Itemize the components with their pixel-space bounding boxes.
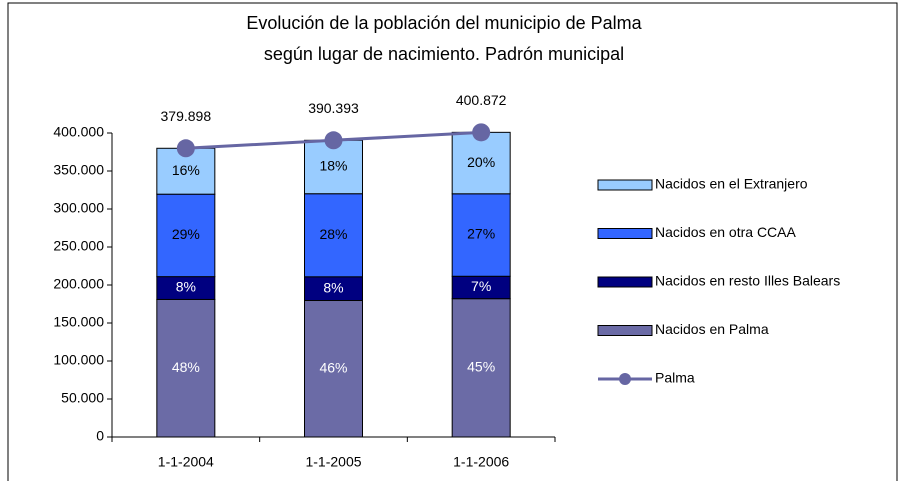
data-label: 45% <box>467 359 495 375</box>
x-tick-label: 1-1-2006 <box>453 454 509 470</box>
y-tick-label: 300.000 <box>53 200 104 216</box>
legend-swatch <box>597 325 653 336</box>
y-tick-label: 150.000 <box>53 314 104 330</box>
legend-marker <box>619 373 631 385</box>
legend-label: Nacidos en Palma <box>655 321 769 337</box>
legend-swatch <box>597 276 653 288</box>
legend-label: Nacidos en otra CCAA <box>655 224 797 240</box>
y-tick-label: 250.000 <box>53 238 104 254</box>
legend-label: Nacidos en resto Illes Balears <box>655 273 840 289</box>
chart-title: Evolución de la población del municipio … <box>246 13 642 33</box>
data-label: 390.393 <box>308 100 359 116</box>
y-tick-label: 0 <box>96 428 104 444</box>
data-label: 28% <box>319 226 347 242</box>
bar-segment <box>156 193 216 278</box>
line-marker <box>176 139 195 158</box>
chart-border <box>7 2 898 481</box>
data-label: 8% <box>176 279 196 295</box>
data-label: 16% <box>172 162 200 178</box>
x-tick-label: 1-1-2004 <box>158 454 214 470</box>
line-marker <box>472 123 491 142</box>
data-label: 46% <box>319 359 347 375</box>
legend-label: Nacidos en el Extranjero <box>655 176 808 192</box>
data-label: 29% <box>172 226 200 242</box>
legend-swatch <box>597 179 653 191</box>
data-label: 7% <box>471 278 491 294</box>
legend-label: Palma <box>655 370 695 386</box>
bar-segment <box>156 298 216 438</box>
data-label: 400.872 <box>456 92 507 108</box>
data-label: 48% <box>172 359 200 375</box>
y-tick-label: 50.000 <box>61 390 104 406</box>
line-marker <box>324 131 343 150</box>
x-tick-label: 1-1-2005 <box>305 454 361 470</box>
bar-segment <box>451 131 511 195</box>
y-tick-label: 400.000 <box>53 124 104 140</box>
data-label: 18% <box>319 158 347 174</box>
y-tick-label: 100.000 <box>53 352 104 368</box>
data-label: 27% <box>467 226 495 242</box>
bar-segment <box>304 193 363 278</box>
bar-segment <box>304 300 363 438</box>
data-label: 20% <box>467 154 495 170</box>
y-tick-label: 350.000 <box>53 162 104 178</box>
data-label: 379.898 <box>161 108 212 124</box>
bar-segment <box>451 193 511 277</box>
y-tick-label: 200.000 <box>53 276 104 292</box>
legend-swatch <box>597 228 653 239</box>
bar-segment <box>451 298 511 438</box>
chart-title: según lugar de nacimiento. Padrón munici… <box>264 44 624 64</box>
data-label: 8% <box>323 279 343 295</box>
